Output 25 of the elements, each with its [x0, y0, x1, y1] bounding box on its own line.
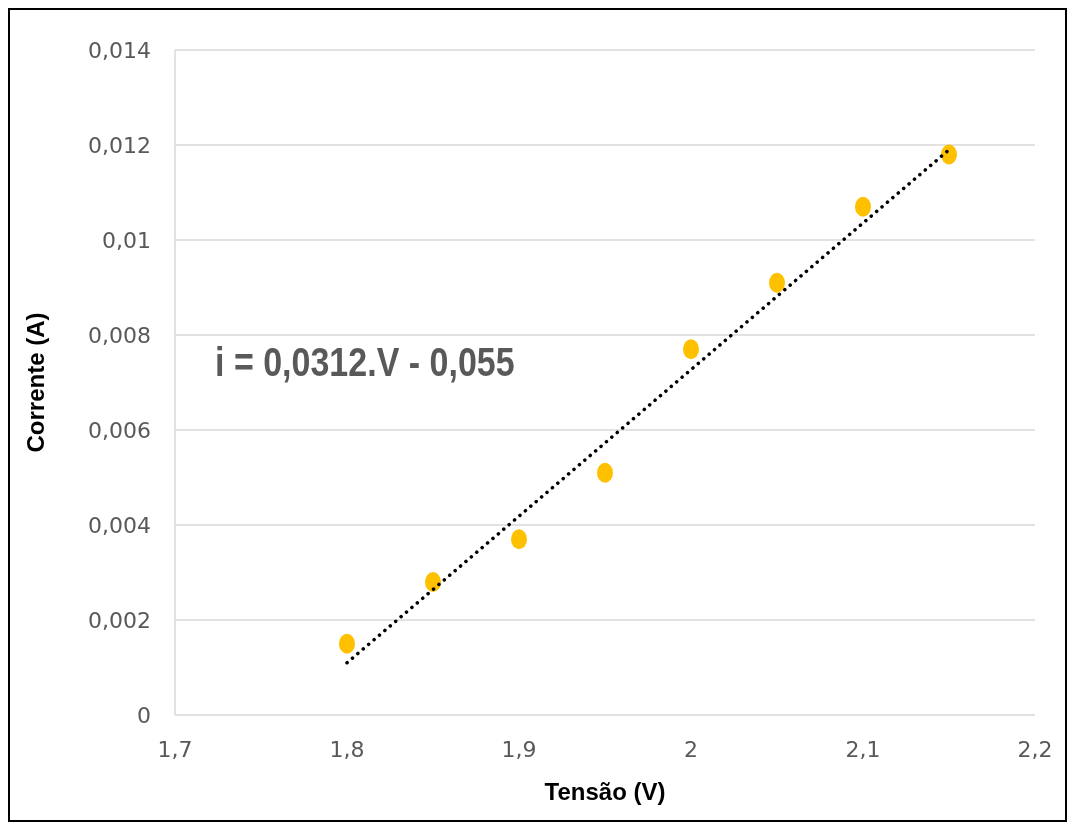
y-axis-title: Corrente (A): [21, 312, 49, 453]
x-tick-label: 1,9: [501, 736, 537, 762]
point: [855, 196, 871, 217]
x-tick-label: 1,7: [157, 736, 193, 762]
point: [339, 633, 355, 654]
point: [511, 529, 527, 550]
y-tick-label: 0,004: [88, 512, 151, 538]
y-tick-label: 0,014: [88, 37, 151, 63]
annotation: i = 0,0312.V - 0,055: [215, 340, 515, 385]
x-tick-label: 1,8: [329, 736, 365, 762]
x-tick-label: 2,2: [1017, 736, 1053, 762]
y-tick-label: 0,01: [102, 227, 151, 253]
y-tick-label: 0,008: [88, 322, 151, 348]
y-tick-label: 0,006: [88, 417, 151, 443]
x-tick-label: 2,1: [845, 736, 881, 762]
y-tick-label: 0,002: [88, 607, 151, 633]
point: [597, 462, 613, 483]
y-tick-label: 0,012: [88, 132, 151, 158]
x-axis-title: Tensão (V): [544, 778, 666, 805]
point: [425, 572, 441, 592]
x-tick-label: 2: [684, 736, 698, 762]
point: [769, 272, 785, 293]
point: [683, 339, 699, 360]
point: [941, 144, 957, 165]
y-tick-label: 0: [137, 702, 151, 728]
